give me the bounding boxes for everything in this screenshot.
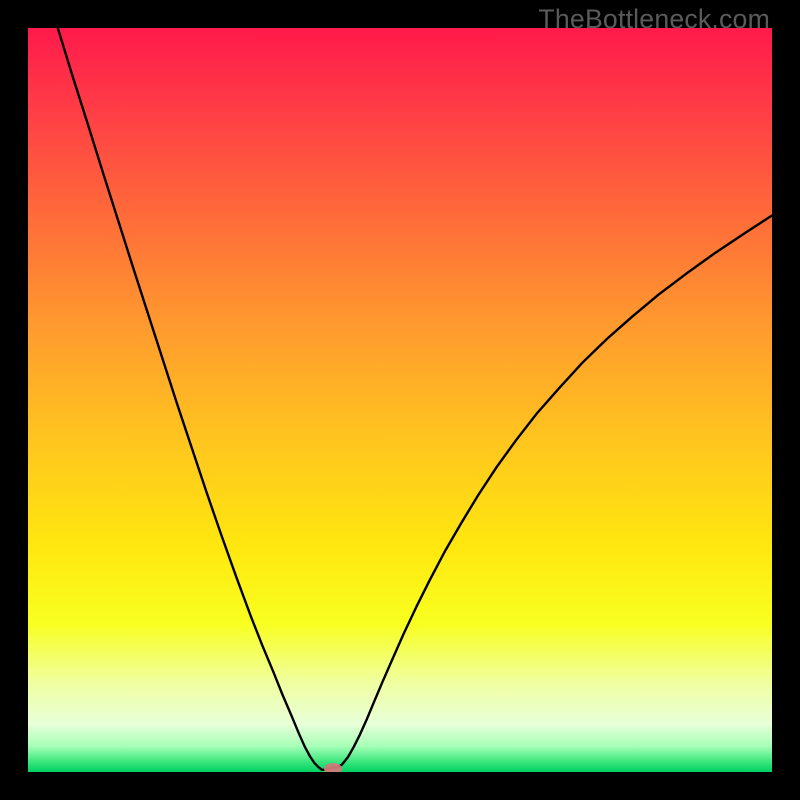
- bottleneck-curve-chart: [28, 28, 772, 772]
- outer-frame: TheBottleneck.com: [0, 0, 800, 800]
- chart-background: [28, 28, 772, 772]
- watermark-text: TheBottleneck.com: [538, 4, 770, 35]
- chart-plot-area: [28, 28, 772, 772]
